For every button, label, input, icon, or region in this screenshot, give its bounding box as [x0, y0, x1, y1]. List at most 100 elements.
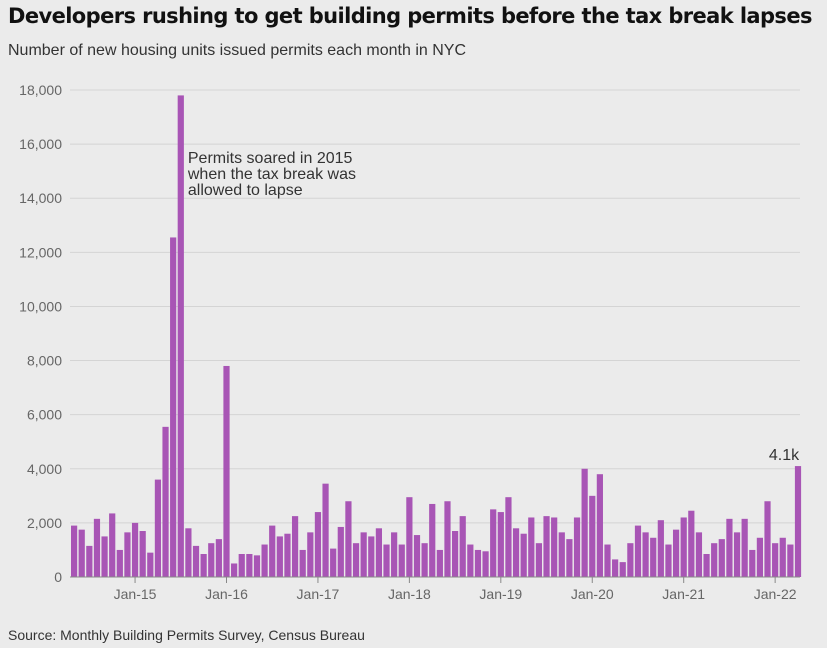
bar	[124, 532, 131, 577]
bar	[741, 518, 748, 577]
bar	[413, 535, 421, 577]
bar	[764, 501, 771, 577]
bar	[528, 517, 535, 577]
bar	[749, 549, 756, 577]
bar	[291, 516, 299, 577]
bar	[703, 554, 710, 577]
x-axis-ticks: Jan-15 Jan-16 Jan-17 Jan-18 Jan-19 Jan-20 Jan-…	[114, 577, 797, 602]
bar	[185, 528, 192, 577]
bar	[314, 512, 322, 577]
bar	[177, 95, 184, 578]
bar	[596, 474, 603, 577]
source-note: Source: Monthly Building Permits Survey,…	[8, 627, 365, 643]
bar	[672, 529, 680, 577]
x-tick-label: Jan-15	[114, 586, 157, 602]
x-tick-label: Jan-20	[571, 586, 614, 602]
y-tick-label: 2,000	[27, 515, 62, 531]
bar	[520, 533, 527, 577]
bar	[756, 537, 763, 577]
bar	[231, 563, 238, 577]
bar	[276, 536, 283, 577]
bar	[551, 517, 558, 577]
bar	[352, 543, 360, 577]
bar	[718, 539, 725, 577]
annotations: Permits soared in 2015 when the tax break…	[187, 150, 800, 464]
bar	[71, 525, 78, 577]
bar	[86, 545, 93, 577]
bar	[794, 466, 802, 577]
bar	[634, 525, 642, 577]
bar	[93, 518, 101, 577]
bar	[444, 501, 451, 577]
bar	[429, 503, 436, 577]
x-tick-label: Jan-16	[205, 586, 248, 602]
bar	[322, 483, 329, 577]
y-tick-label: 18,000	[19, 82, 62, 98]
bar	[474, 549, 482, 577]
chart-title: Developers rushing to get building permi…	[8, 4, 812, 28]
x-tick-label: Jan-17	[297, 586, 340, 602]
bar	[657, 520, 664, 577]
bar	[375, 528, 382, 577]
bar	[238, 554, 245, 577]
bar	[650, 537, 657, 577]
bar	[253, 555, 261, 577]
bar	[680, 517, 687, 577]
bar	[452, 531, 459, 577]
bar	[170, 237, 177, 578]
bar	[627, 543, 634, 577]
bar	[246, 554, 253, 577]
bar	[772, 543, 779, 577]
bar	[482, 551, 489, 577]
bar	[695, 532, 703, 577]
bar	[589, 495, 596, 577]
bar	[619, 562, 626, 577]
y-tick-label: 12,000	[19, 244, 62, 260]
bar	[436, 549, 443, 577]
bar	[192, 545, 200, 577]
bar	[330, 548, 337, 577]
bar	[284, 533, 291, 577]
bar	[101, 536, 108, 577]
bar	[261, 544, 268, 577]
bar	[421, 543, 428, 577]
bar	[558, 532, 565, 577]
bar	[162, 426, 169, 577]
annotation-line: Permits soared in 2015	[188, 150, 353, 167]
bar	[398, 544, 405, 577]
bar	[345, 501, 352, 577]
y-tick-label: 8,000	[27, 353, 62, 369]
bars	[71, 95, 802, 578]
bar	[299, 549, 306, 577]
bar	[391, 532, 398, 577]
bar	[535, 543, 543, 577]
bar	[116, 549, 123, 577]
bar	[131, 522, 139, 577]
bar	[787, 544, 794, 577]
bar	[726, 518, 733, 577]
bar	[147, 552, 154, 577]
bar	[383, 544, 390, 577]
bar	[223, 365, 230, 577]
bar	[505, 497, 512, 577]
bar	[733, 532, 741, 577]
x-tick-label: Jan-18	[388, 586, 431, 602]
bar	[109, 513, 116, 577]
bar	[490, 509, 497, 577]
bar	[497, 512, 504, 577]
bar	[711, 543, 718, 577]
bar	[269, 525, 276, 577]
bar	[406, 497, 413, 577]
bar	[642, 532, 649, 577]
chart-subtitle: Number of new housing units issued permi…	[8, 42, 466, 59]
x-tick-label: Jan-21	[662, 586, 705, 602]
x-tick-label: Jan-19	[479, 586, 522, 602]
bar	[612, 559, 619, 577]
bar	[573, 517, 581, 577]
bar	[543, 516, 550, 577]
bar	[459, 516, 466, 577]
bar	[215, 539, 222, 577]
y-tick-label: 6,000	[27, 407, 62, 423]
bar	[337, 526, 344, 577]
